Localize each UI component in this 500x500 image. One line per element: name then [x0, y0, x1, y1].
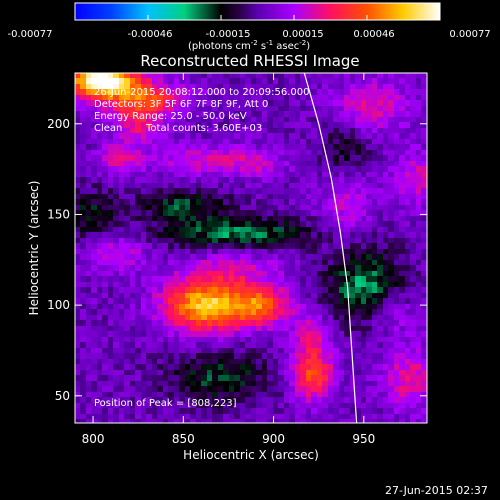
y-tick-label: 200 — [47, 117, 70, 131]
colorbar-tick-label: 0.00015 — [282, 29, 323, 40]
colorbar-tick-label: -0.00015 — [206, 29, 251, 40]
chart-title: Reconstructed RHESSI Image — [140, 52, 360, 70]
x-tick-label: 800 — [82, 432, 105, 446]
solar-limb-arc — [303, 72, 358, 424]
y-tick-label: 50 — [55, 389, 70, 403]
colorbar — [74, 2, 441, 21]
x-tick-label: 900 — [262, 432, 285, 446]
plot-frame — [74, 72, 428, 424]
x-tick-label: 950 — [352, 432, 375, 446]
annotation-energy: Energy Range: 25.0 - 50.0 keV — [94, 111, 247, 122]
colorbar-unit-label: (photons cm-2 s-1 asec-2) — [188, 39, 310, 52]
colorbar-tick-label: 0.00046 — [353, 29, 394, 40]
annotation-counts: Total counts: 3.60E+03 — [146, 123, 263, 134]
colorbar-svg: -0.00077 -0.00046 -0.00015 0.00015 0.000… — [8, 2, 491, 52]
y-tick-label: 100 — [47, 298, 70, 312]
x-tick-label: 850 — [172, 432, 195, 446]
y-axis-label: Heliocentric Y (arcsec) — [27, 181, 41, 316]
annotation-method: Clean — [94, 123, 123, 134]
y-axis-ticks — [75, 123, 427, 397]
heatmap-image — [75, 73, 427, 423]
annotation-time-range: 26-Jun-2015 20:08:12.000 to 20:09:56.000 — [94, 87, 310, 98]
timestamp: 27-Jun-2015 02:37 — [385, 484, 488, 497]
y-tick-label: 150 — [47, 207, 70, 221]
colorbar-tick-label: 0.00077 — [449, 29, 490, 40]
colorbar-tick-label: -0.00077 — [8, 29, 53, 40]
colorbar-tick-label: -0.00046 — [128, 29, 173, 40]
colorbar-ticks — [74, 15, 441, 20]
x-axis-label: Heliocentric X (arcsec) — [183, 448, 319, 462]
annotation-peak-position: Position of Peak = [808,223] — [94, 398, 237, 409]
annotation-detectors: Detectors: 3F 5F 6F 7F 8F 9F, Att 0 — [94, 99, 269, 110]
x-axis-ticks — [92, 73, 365, 423]
